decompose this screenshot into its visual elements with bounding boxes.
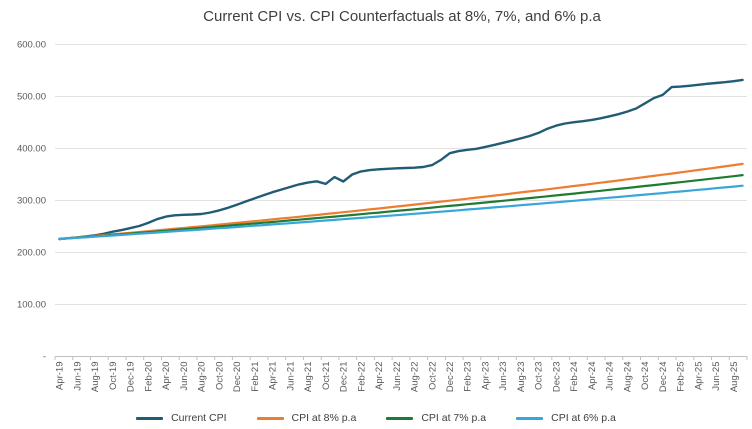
svg-text:Dec-21: Dec-21 [339,362,350,393]
svg-text:Feb-22: Feb-22 [356,362,367,392]
chart-title: Current CPI vs. CPI Counterfactuals at 8… [203,8,601,25]
svg-text:Jun-19: Jun-19 [72,362,83,391]
svg-text:500.00: 500.00 [17,92,46,103]
svg-text:Jun-23: Jun-23 [498,362,509,391]
svg-text:Jun-25: Jun-25 [711,362,722,391]
svg-text:Oct-19: Oct-19 [108,362,119,391]
svg-text:Feb-24: Feb-24 [569,362,580,392]
svg-text:Apr-22: Apr-22 [374,362,385,391]
svg-text:200.00: 200.00 [17,248,46,259]
svg-text:Aug-19: Aug-19 [90,362,101,393]
legend-label-cpi-8pct: CPI at 8% p.a [291,412,357,424]
svg-text:-: - [43,352,46,363]
legend-label-cpi-7pct: CPI at 7% p.a [421,412,487,424]
svg-text:Aug-20: Aug-20 [197,362,208,393]
svg-text:Feb-21: Feb-21 [250,362,261,392]
svg-text:100.00: 100.00 [17,300,46,311]
svg-text:Oct-24: Oct-24 [640,362,651,391]
svg-text:400.00: 400.00 [17,144,46,155]
legend-label-cpi-6pct: CPI at 6% p.a [551,412,616,424]
svg-text:Dec-19: Dec-19 [126,362,137,393]
svg-text:Apr-24: Apr-24 [587,362,598,391]
svg-text:Feb-20: Feb-20 [143,362,154,392]
svg-text:Feb-25: Feb-25 [676,362,687,392]
svg-text:300.00: 300.00 [17,196,46,207]
legend-item-current-cpi: Current CPI [136,412,227,424]
svg-text:Feb-23: Feb-23 [463,362,474,392]
svg-text:Aug-25: Aug-25 [729,362,740,393]
legend-label-current-cpi: Current CPI [171,412,227,424]
svg-text:Jun-21: Jun-21 [285,362,296,391]
legend-swatch-current-cpi [136,416,164,420]
svg-text:Oct-21: Oct-21 [321,362,332,391]
svg-text:Aug-21: Aug-21 [303,362,314,393]
svg-text:Dec-24: Dec-24 [658,362,669,393]
svg-text:600.00: 600.00 [17,40,46,51]
legend-item-cpi-6pct: CPI at 6% p.a [516,412,616,424]
svg-text:Oct-23: Oct-23 [534,362,545,391]
legend-swatch-cpi-7pct [386,416,414,420]
legend-item-cpi-8pct: CPI at 8% p.a [256,412,357,424]
svg-text:Jun-22: Jun-22 [392,362,403,391]
svg-text:Aug-22: Aug-22 [410,362,421,393]
svg-text:Aug-24: Aug-24 [622,362,633,393]
legend-swatch-cpi-6pct [516,416,544,420]
svg-text:Apr-20: Apr-20 [161,362,172,391]
legend-item-cpi-7pct: CPI at 7% p.a [386,412,486,424]
svg-text:Apr-19: Apr-19 [55,362,66,391]
svg-text:Dec-22: Dec-22 [445,362,456,393]
svg-text:Jun-20: Jun-20 [179,362,190,391]
svg-text:Oct-20: Oct-20 [214,362,225,391]
svg-text:Apr-25: Apr-25 [693,362,704,391]
svg-text:Jun-24: Jun-24 [605,362,616,391]
svg-text:Apr-21: Apr-21 [268,362,279,391]
svg-text:Dec-20: Dec-20 [232,362,243,393]
legend: Current CPI CPI at 8% p.a CPI at 7% p.a … [0,412,752,424]
svg-text:Aug-23: Aug-23 [516,362,527,393]
svg-text:Oct-22: Oct-22 [427,362,438,391]
svg-text:Dec-23: Dec-23 [552,362,563,393]
legend-swatch-cpi-8pct [256,416,284,420]
svg-text:Apr-23: Apr-23 [481,362,492,391]
